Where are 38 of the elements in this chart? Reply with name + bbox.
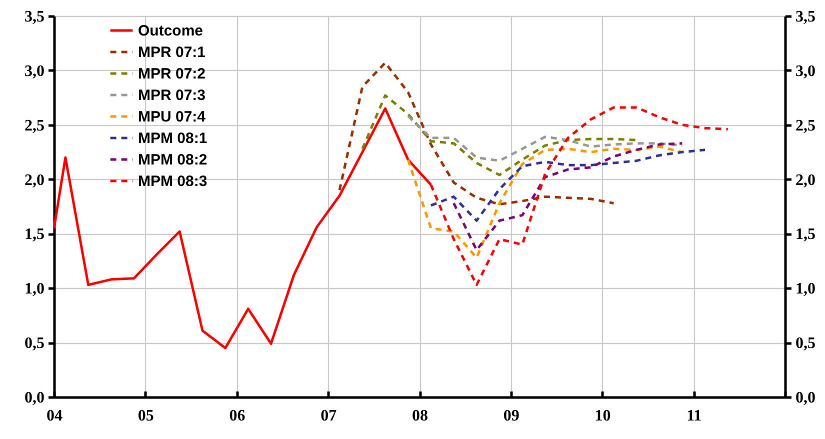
x-tick-label: 10 bbox=[594, 408, 611, 424]
x-tick-label: 04 bbox=[46, 408, 62, 424]
line-series bbox=[452, 142, 684, 252]
y2-tick-label: 3,0 bbox=[796, 62, 816, 80]
y-tick-label: 0,5 bbox=[24, 335, 44, 352]
line-series bbox=[361, 94, 638, 176]
legend-label: MPR 07:3 bbox=[138, 87, 206, 104]
x-tick-label: 08 bbox=[412, 408, 428, 424]
legend-label: MPM 08:2 bbox=[138, 152, 208, 168]
line-series bbox=[406, 114, 684, 162]
x-tick-label: 09 bbox=[503, 408, 520, 424]
y-tick-label: 2,0 bbox=[24, 172, 44, 189]
y2-tick-label: 1,0 bbox=[796, 280, 816, 298]
line-series bbox=[406, 145, 684, 259]
y-tick-label: 0,0 bbox=[24, 390, 44, 406]
x-tick-label: 07 bbox=[320, 408, 337, 424]
legend-label: MPR 07:1 bbox=[138, 44, 206, 61]
y-tick-label: 3,5 bbox=[24, 8, 44, 26]
y2-tick-label: 2,5 bbox=[796, 117, 816, 134]
y-tick-label: 1,0 bbox=[24, 280, 44, 298]
legend-label: MPM 08:1 bbox=[138, 130, 208, 147]
y2-tick-label: 0,0 bbox=[796, 390, 816, 406]
legend-label: MPR 07:2 bbox=[138, 66, 206, 82]
x-tick-label: 11 bbox=[686, 408, 702, 424]
x-tick-label: 05 bbox=[138, 408, 154, 424]
legend-label: MPM 08:3 bbox=[138, 173, 208, 190]
line-series bbox=[430, 148, 706, 222]
x-tick-label: 06 bbox=[229, 408, 246, 424]
legend-label: MPU 07:4 bbox=[138, 108, 206, 126]
y-tick-label: 1,5 bbox=[24, 226, 44, 244]
y2-tick-label: 2,0 bbox=[796, 172, 816, 189]
legend-label: Outcome bbox=[138, 22, 204, 40]
y-tick-label: 3,0 bbox=[24, 62, 44, 80]
y2-tick-label: 3,5 bbox=[796, 8, 816, 26]
y2-tick-label: 0,5 bbox=[796, 335, 816, 352]
line-series bbox=[338, 62, 615, 206]
y-tick-label: 2,5 bbox=[24, 117, 44, 134]
y2-tick-label: 1,5 bbox=[796, 226, 816, 244]
